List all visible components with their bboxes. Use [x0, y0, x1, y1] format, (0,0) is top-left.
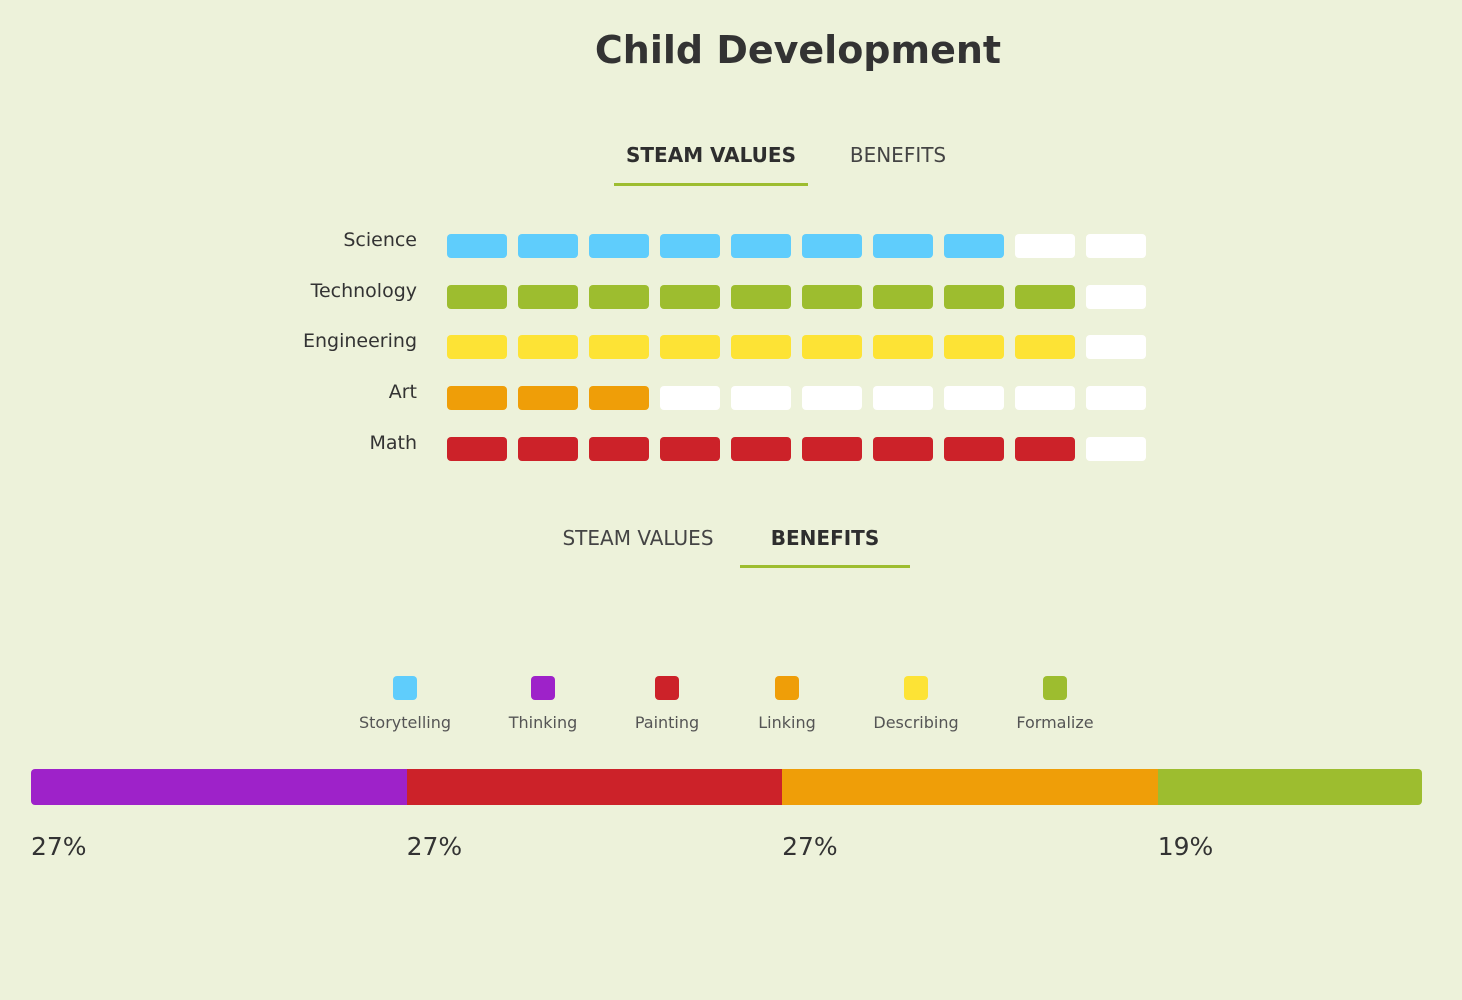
filled-cell — [447, 386, 507, 411]
filled-cell — [944, 335, 1004, 360]
row-label-technology: Technology — [310, 279, 417, 302]
empty-cell — [1086, 436, 1146, 461]
row-label-science: Science — [343, 229, 417, 251]
filled-cell — [447, 234, 507, 258]
row-label-engineering: Engineering — [303, 330, 417, 353]
filled-cell — [589, 436, 649, 461]
legend-label-describing: Describing — [873, 713, 959, 732]
row-label-math: Math — [369, 431, 417, 454]
filled-cell — [589, 335, 649, 360]
legend-label-linking: Linking — [758, 713, 816, 732]
legend-label-storytelling: Storytelling — [358, 713, 451, 732]
legend-swatch-formalize — [1043, 676, 1067, 700]
filled-cell — [873, 284, 933, 309]
bar-segment-formalize — [1157, 769, 1422, 805]
row-label-art: Art — [388, 381, 417, 404]
filled-cell — [660, 234, 720, 258]
legend-label-thinking: Thinking — [508, 713, 578, 732]
tab-benefits-2[interactable]: BENEFITS — [770, 526, 880, 550]
filled-cell — [518, 335, 578, 360]
filled-cell — [944, 234, 1004, 258]
legend-swatch-describing — [904, 676, 928, 700]
bar-segment-thinking — [31, 769, 407, 805]
filled-cell — [731, 335, 791, 360]
filled-cell — [518, 284, 578, 309]
filled-cell — [802, 284, 862, 309]
active-tab-underline — [614, 183, 808, 186]
filled-cell — [660, 284, 720, 309]
empty-cell — [1086, 284, 1146, 309]
empty-cell — [873, 386, 933, 411]
filled-cell — [802, 335, 862, 360]
filled-cell — [731, 436, 791, 461]
filled-cell — [731, 284, 791, 309]
filled-cell — [802, 436, 862, 461]
filled-cell — [873, 234, 933, 258]
filled-cell — [944, 284, 1004, 309]
filled-cell — [589, 284, 649, 309]
empty-cell — [1086, 386, 1146, 411]
filled-cell — [1015, 284, 1075, 309]
active-tab-underline-2 — [740, 565, 910, 568]
filled-cell — [1015, 335, 1075, 360]
percent-label-linking: 27% — [782, 832, 838, 861]
filled-cell — [518, 234, 578, 258]
filled-cell — [660, 436, 720, 461]
filled-cell — [802, 234, 862, 258]
filled-cell — [447, 284, 507, 309]
percent-label-thinking: 27% — [31, 832, 87, 861]
filled-cell — [518, 386, 578, 411]
empty-cell — [802, 386, 862, 411]
empty-cell — [1015, 234, 1075, 258]
percent-label-formalize: 19% — [1157, 832, 1214, 861]
filled-cell — [944, 436, 1004, 461]
empty-cell — [1086, 335, 1146, 360]
legend-label-painting: Painting — [634, 713, 700, 732]
filled-cell — [873, 436, 933, 461]
bar-segment-painting — [406, 769, 783, 805]
filled-cell — [447, 436, 507, 461]
empty-cell — [1015, 386, 1075, 411]
filled-cell — [447, 335, 507, 360]
bar-segment-linking — [782, 769, 1158, 805]
tab-steam-values-2[interactable]: STEAM VALUES — [562, 526, 714, 550]
filled-cell — [873, 335, 933, 360]
legend-label-formalize: Formalize — [1016, 713, 1094, 732]
empty-cell — [731, 386, 791, 411]
tab-steam-values[interactable]: STEAM VALUES — [626, 143, 796, 167]
tab-benefits[interactable]: BENEFITS — [849, 143, 947, 167]
filled-cell — [1015, 436, 1075, 461]
page-title: Child Development — [594, 28, 1002, 72]
empty-cell — [660, 386, 720, 411]
filled-cell — [660, 335, 720, 360]
filled-cell — [589, 234, 649, 258]
legend-swatch-painting — [655, 676, 679, 700]
filled-cell — [731, 234, 791, 258]
legend-swatch-linking — [775, 676, 799, 700]
empty-cell — [1086, 234, 1146, 258]
legend-swatch-thinking — [531, 676, 555, 700]
legend-swatch-storytelling — [393, 676, 417, 700]
filled-cell — [589, 386, 649, 411]
percent-label-painting: 27% — [406, 832, 463, 861]
filled-cell — [518, 436, 578, 461]
empty-cell — [944, 386, 1004, 411]
